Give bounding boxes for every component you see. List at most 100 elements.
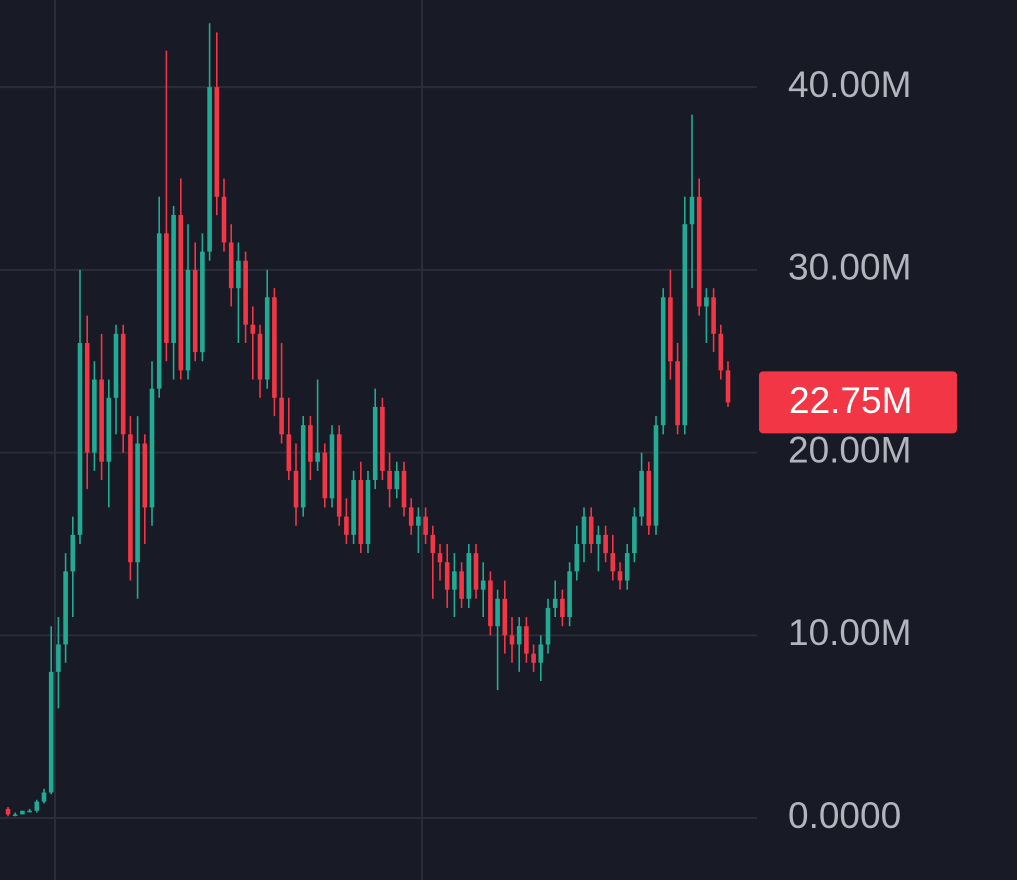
candle-body [286,434,292,471]
candle-body [545,607,551,645]
candle-body [214,87,220,197]
candle-body [48,671,54,793]
candle-body [300,425,306,508]
candle-body [516,626,522,645]
y-tick-label: 10.00M [788,612,911,653]
candle-body [430,534,436,554]
price-axis: 0.0000 10.00M 20.00M 30.00M 40.00M 22.75M [759,64,957,836]
candle-body [538,644,544,663]
candle-body [207,87,212,252]
candle-body [315,452,320,462]
candle-body [437,553,443,563]
candle-body [351,480,356,535]
candle-body [653,425,659,526]
candle-body [452,571,457,590]
candle-body [682,224,688,426]
candle-body [423,516,428,535]
candle-body [718,333,724,371]
candle-body [502,598,508,636]
candle-body [416,516,421,526]
candle-body [70,534,76,572]
candle-body [401,470,407,508]
candle-body [322,452,328,499]
candle-body [128,434,133,563]
candle-body [344,516,349,535]
candle-body [293,470,299,508]
candle-body [509,635,515,645]
candle-body [588,516,594,544]
candle-body [329,434,335,499]
candle-body [12,814,18,816]
candle-body [581,516,587,544]
candle-body [149,388,155,508]
candle-body [596,534,601,544]
candle-body [394,470,400,490]
candle-body [336,434,342,517]
candle-body [257,333,263,380]
last-price-box [759,371,957,434]
candle-body [632,516,637,554]
candle-body [228,242,234,289]
candle-body [524,626,529,654]
candle-body [646,470,652,526]
candle-body [704,297,709,307]
candle-body [480,580,486,590]
candle-body [531,653,536,663]
candle-body [120,333,126,435]
candles [5,23,731,817]
candle-body [106,397,112,462]
candle-body [77,342,83,535]
candle-body [250,324,256,334]
candle-body [696,196,702,307]
candle-body [725,370,731,403]
y-tick-label: 0.0000 [788,795,901,836]
candle-body [92,379,97,453]
candle-body [675,361,680,426]
candle-body [142,443,148,508]
candle-body [639,470,644,517]
candle-body [308,425,313,462]
candle-body [171,215,176,343]
candle-body [610,553,616,572]
candle-body [185,269,191,371]
candle-body [135,443,140,563]
y-tick-label: 30.00M [788,247,911,288]
candle-body [495,598,500,627]
candle-body [488,580,493,627]
candle-body [408,507,414,526]
candle-body [264,297,270,380]
candle-body [689,196,695,225]
candle-body [156,233,162,389]
candle-body [99,379,104,462]
candle-body [444,562,450,590]
candle-body [603,534,608,554]
candle-body [221,196,227,243]
candle-body [459,571,464,599]
candle-body [387,470,392,490]
candle-body [624,553,630,581]
y-tick-label: 40.00M [788,64,911,105]
candle-body [358,480,364,544]
candle-body [617,571,623,581]
candle-body [668,297,673,362]
candle-body [236,260,241,289]
candle-body [272,297,277,398]
candle-body [279,397,284,435]
candle-body [178,215,184,371]
candle-body [113,333,119,398]
candle-body [552,598,558,608]
y-tick-label: 20.00M [788,429,911,470]
candle-body [380,406,385,471]
candle-body [372,406,378,481]
candle-body [574,543,580,572]
candle-body [711,297,716,334]
candle-body [56,644,61,672]
candle-body [660,297,666,426]
grid [0,86,757,820]
candle-body [41,792,47,802]
candle-body [473,553,479,590]
candle-body [200,251,205,353]
candle-body [466,553,472,599]
candle-body [20,810,25,815]
